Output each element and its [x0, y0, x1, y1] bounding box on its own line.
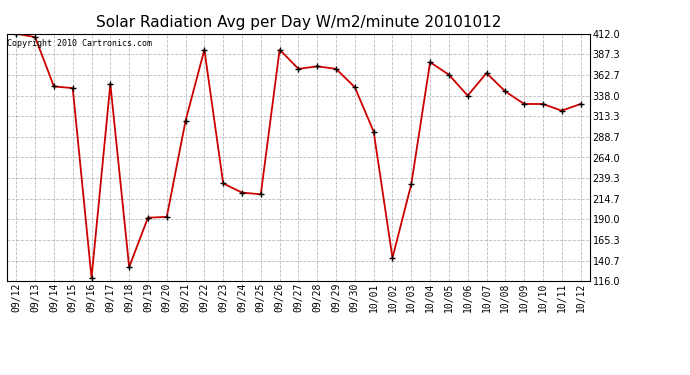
- Title: Solar Radiation Avg per Day W/m2/minute 20101012: Solar Radiation Avg per Day W/m2/minute …: [96, 15, 501, 30]
- Text: Copyright 2010 Cartronics.com: Copyright 2010 Cartronics.com: [8, 39, 152, 48]
